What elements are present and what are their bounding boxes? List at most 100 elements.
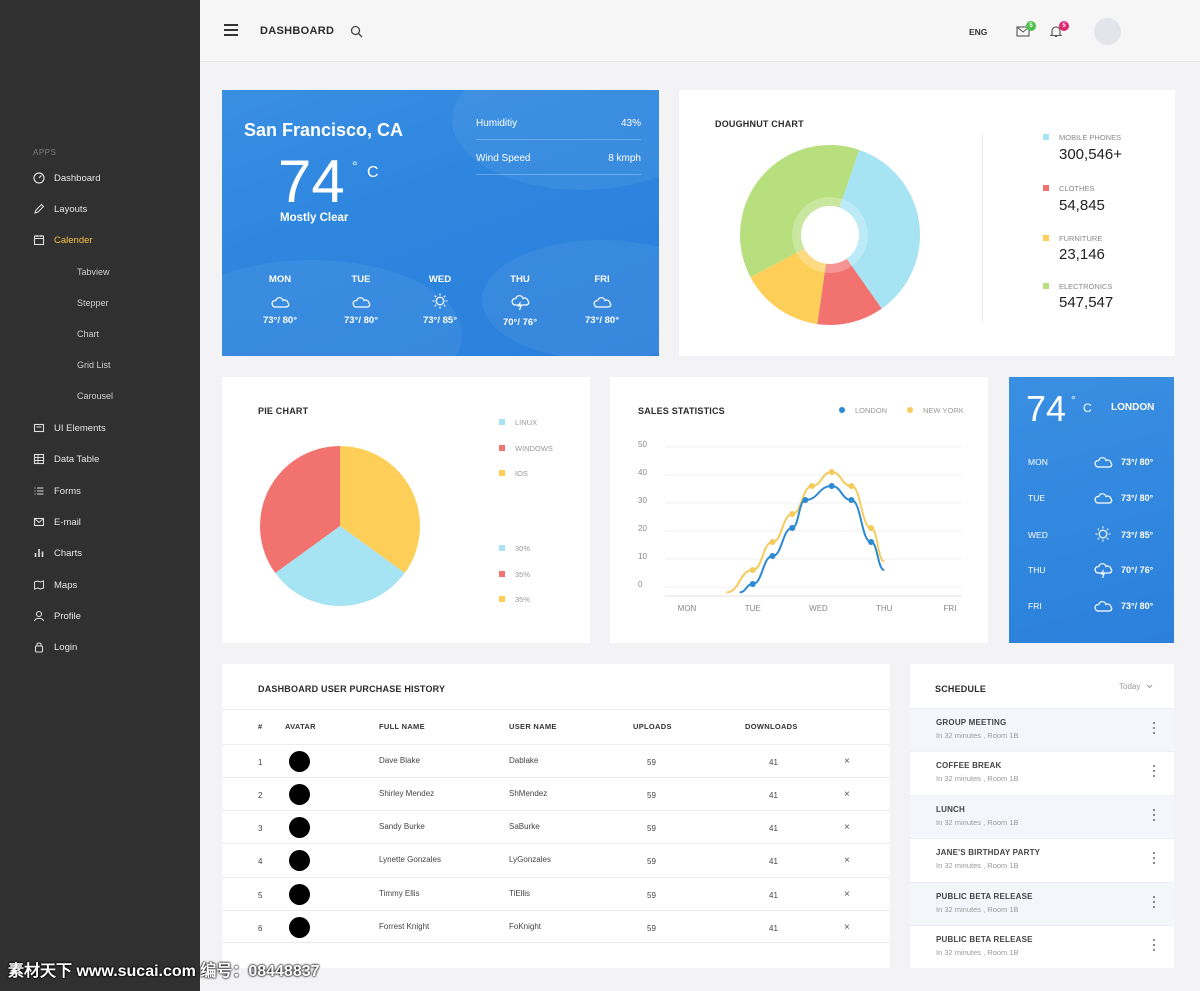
sidebar-item-charts[interactable]: Charts — [33, 544, 82, 562]
legend-label: LONDON — [855, 406, 888, 415]
uploads: 59 — [647, 857, 656, 866]
sidebar-subitem-grid-list[interactable]: Grid List — [77, 360, 111, 370]
weather-unit: C — [367, 164, 379, 181]
y-tick-label: 10 — [638, 552, 647, 561]
forecast-day-temp: 73°/ 80° — [584, 315, 619, 326]
more-vertical-icon[interactable] — [1152, 852, 1156, 867]
schedule-filter-dropdown[interactable]: Today — [1119, 682, 1153, 691]
schedule-item-name: PUBLIC BETA RELEASE — [936, 935, 1033, 944]
uploads: 59 — [647, 824, 656, 833]
schedule-item[interactable]: LUNCH In 32 minutes , Room 1B — [910, 795, 1174, 838]
downloads: 41 — [769, 857, 778, 866]
more-vertical-icon[interactable] — [1152, 896, 1156, 911]
sidebar-item-dashboard[interactable]: Dashboard — [33, 169, 100, 187]
sidebar-item-data-table[interactable]: Data Table — [33, 450, 99, 468]
sidebar-item-forms[interactable]: Forms — [33, 482, 81, 500]
more-vertical-icon[interactable] — [1152, 765, 1156, 780]
schedule-item-name: JANE'S BIRTHDAY PARTY — [936, 848, 1041, 857]
sidebar-subitem-carousel[interactable]: Carousel — [77, 391, 114, 401]
sidebar-subitem-tabview[interactable]: Tabview — [77, 267, 110, 277]
forecast-day-temp: 73°/ 80° — [1121, 601, 1154, 611]
sidebar-item-maps[interactable]: Maps — [33, 576, 77, 594]
schedule-item[interactable]: COFFEE BREAK In 32 minutes , Room 1B — [910, 751, 1174, 794]
schedule-item[interactable]: PUBLIC BETA RELEASE In 32 minutes , Room… — [910, 882, 1174, 925]
delete-row-button[interactable]: × — [844, 855, 850, 866]
legend-swatch — [1043, 185, 1049, 191]
delete-row-button[interactable]: × — [844, 822, 850, 833]
doughnut-slice — [750, 235, 830, 325]
sidebar-item-label: E-mail — [54, 516, 81, 528]
legend-value: 23,146 — [1059, 246, 1105, 263]
percent-label: 35% — [515, 595, 531, 604]
y-tick-label: 20 — [638, 524, 647, 533]
legend-swatch — [907, 407, 913, 413]
data-point — [789, 511, 796, 517]
schedule-filter-label: Today — [1119, 682, 1141, 691]
sidebar-subitem-stepper[interactable]: Stepper — [77, 298, 109, 308]
more-vertical-icon[interactable] — [1152, 809, 1156, 824]
avatar[interactable] — [289, 784, 310, 805]
search-icon[interactable] — [350, 25, 363, 38]
user-avatar[interactable] — [1094, 18, 1121, 45]
weather-degree: ° — [352, 158, 358, 174]
avatar[interactable] — [289, 817, 310, 838]
user-name: FoKnight — [509, 922, 542, 931]
doughnut-chart-card: DOUGHNUT CHART MOBILE PHONES 300,546+ CL… — [679, 90, 1175, 356]
full-name: Dave Blake — [379, 756, 420, 765]
legend-label: LINUX — [515, 418, 538, 427]
weather-temperature: 74 — [278, 148, 345, 215]
delete-row-button[interactable]: × — [844, 922, 850, 933]
schedule-item[interactable]: PUBLIC BETA RELEASE In 32 minutes , Room… — [910, 925, 1174, 968]
more-vertical-icon[interactable] — [1152, 722, 1156, 737]
data-point — [848, 483, 855, 489]
purchase-history-card: DASHBOARD USER PURCHASE HISTORY # AVATAR… — [222, 664, 890, 968]
avatar[interactable] — [289, 917, 310, 938]
sidebar-item-login[interactable]: Login — [33, 638, 77, 656]
data-point — [808, 483, 815, 489]
page-title: DASHBOARD — [260, 25, 335, 37]
sidebar-item-profile[interactable]: Profile — [33, 607, 81, 625]
legend-swatch — [1043, 134, 1049, 140]
sun-icon — [432, 293, 448, 309]
schedule-item[interactable]: GROUP MEETING In 32 minutes , Room 1B — [910, 708, 1174, 751]
language-selector[interactable]: ENG — [969, 27, 988, 37]
pie-chart — [260, 446, 420, 606]
full-name: Forrest Knight — [379, 922, 430, 931]
cloud-icon — [1094, 493, 1113, 504]
sidebar-item-label: Maps — [54, 579, 78, 591]
sidebar-item-calender[interactable]: Calender — [33, 231, 93, 249]
sun-icon — [1095, 526, 1111, 542]
doughnut-chart-title: DOUGHNUT CHART — [715, 119, 804, 129]
sidebar-item-email[interactable]: E-mail — [33, 513, 81, 531]
data-point — [848, 497, 855, 503]
sidebar-item-layouts[interactable]: Layouts — [33, 200, 87, 218]
mail-notification-button[interactable]: 5 — [1016, 21, 1036, 38]
legend-label: ELECTRONICS — [1059, 282, 1113, 291]
uploads: 59 — [647, 924, 656, 933]
data-point — [828, 469, 835, 475]
forecast-day: TUE 73°/ 80° — [331, 274, 391, 326]
delete-row-button[interactable]: × — [844, 756, 850, 767]
legend-swatch — [499, 445, 505, 451]
percent-swatch — [499, 596, 505, 602]
bell-notification-button[interactable]: 5 — [1049, 21, 1069, 38]
sidebar-subitem-chart[interactable]: Chart — [77, 329, 100, 339]
legend-value: 54,845 — [1059, 197, 1105, 214]
menu-icon[interactable] — [224, 24, 238, 38]
legend-label: FURNITURE — [1059, 234, 1103, 243]
sidebar-item-ui-elements[interactable]: UI Elements — [33, 419, 106, 437]
pie-slice — [340, 446, 420, 574]
schedule-item[interactable]: JANE'S BIRTHDAY PARTY In 32 minutes , Ro… — [910, 838, 1174, 881]
data-point — [769, 553, 776, 559]
delete-row-button[interactable]: × — [844, 889, 850, 900]
avatar[interactable] — [289, 850, 310, 871]
percent-label: 35% — [515, 570, 531, 579]
schedule-item-name: COFFEE BREAK — [936, 761, 1002, 770]
more-vertical-icon[interactable] — [1152, 939, 1156, 954]
avatar[interactable] — [289, 884, 310, 905]
doughnut-slice — [740, 144, 860, 278]
delete-row-button[interactable]: × — [844, 789, 850, 800]
legend-value: 300,546+ — [1059, 146, 1122, 163]
avatar[interactable] — [289, 751, 310, 772]
forecast-day-temp: 73°/ 80° — [1121, 457, 1154, 467]
